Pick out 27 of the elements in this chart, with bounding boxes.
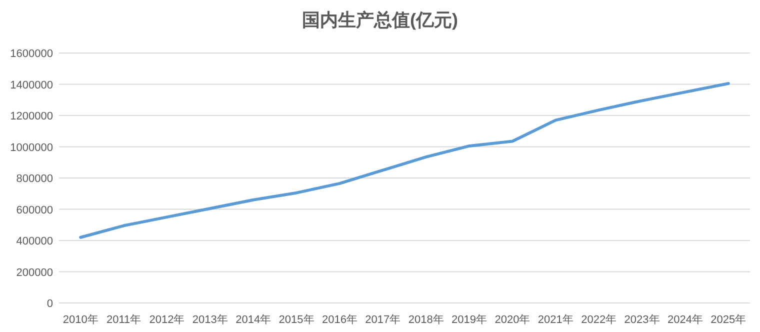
y-tick-label: 800000 [16,173,53,185]
x-tick-label: 2016年 [322,314,358,326]
x-tick-label: 2023年 [624,314,660,326]
y-tick-label: 600000 [16,204,53,216]
x-tick-label: 2017年 [365,314,401,326]
y-tick-label: 1000000 [10,142,53,154]
x-tick-label: 2022年 [581,314,617,326]
x-tick-label: 2021年 [538,314,574,326]
x-tick-label: 2015年 [278,314,314,326]
y-tick-label: 200000 [16,266,53,279]
y-tick-label: 1600000 [10,48,53,60]
x-tick-label: 2020年 [494,314,530,326]
line-series [79,82,730,239]
x-tick-label: 2018年 [408,314,444,326]
x-tick-label: 2011年 [106,314,142,326]
y-tick-label: 400000 [16,236,53,248]
y-tick-label: 0 [46,298,53,310]
y-tick-label: 1400000 [10,79,53,92]
x-tick-label: 2012年 [149,314,185,326]
x-tick-label: 2025年 [710,314,746,326]
chart-title: 国内生产总值(亿元) [302,10,458,30]
x-tick-label: 2019年 [452,314,488,326]
x-tick-label: 2014年 [236,314,272,326]
x-tick-label: 2010年 [62,314,98,326]
y-tick-label: 1200000 [10,110,53,122]
x-tick-label: 2013年 [192,314,228,326]
x-tick-label: 2024年 [667,314,703,326]
